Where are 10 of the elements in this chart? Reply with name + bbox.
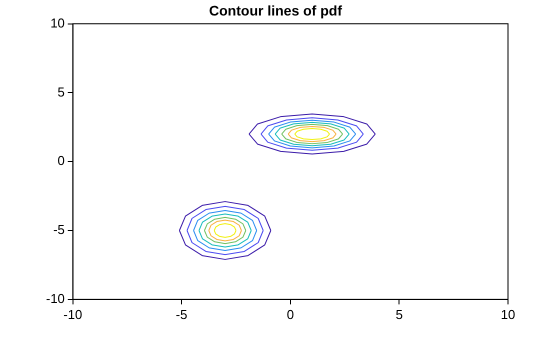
chart-title: Contour lines of pdf — [209, 2, 342, 18]
x-tick-label: 5 — [396, 306, 403, 322]
y-tick-label: -5 — [53, 222, 65, 238]
x-tick-label: -5 — [176, 306, 188, 322]
x-tick-label: 10 — [500, 306, 516, 322]
y-tick-label: 5 — [58, 84, 65, 100]
x-tick-label: 0 — [286, 306, 294, 322]
y-tick-label: -10 — [46, 290, 65, 306]
y-tick-label: 0 — [58, 153, 65, 168]
y-tick-label: 10 — [50, 15, 65, 30]
